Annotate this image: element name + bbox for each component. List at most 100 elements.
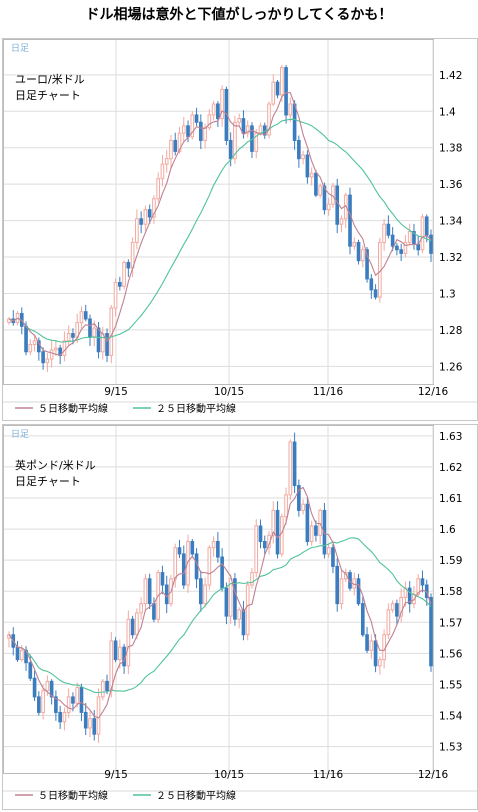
- candle-body: [331, 547, 335, 567]
- candle-body: [164, 158, 169, 165]
- candle-body: [275, 81, 280, 96]
- gbpusd-chart: 1.53 1.54 1.55 1.56 1.57 1.58 1.59 1.6 1.61 1.62 1…: [3, 425, 477, 802]
- candle-body: [62, 340, 67, 356]
- candle-body: [41, 690, 45, 713]
- y-tick-label: 1.55: [439, 679, 462, 691]
- candle-body: [37, 696, 41, 713]
- candle-body: [113, 282, 118, 309]
- candle-body: [271, 81, 276, 105]
- legend-label-ma25: ２５日移動平均線: [156, 402, 236, 415]
- candle-body: [220, 88, 224, 120]
- y-tick-label: 1.54: [439, 711, 463, 723]
- candle-body: [365, 249, 369, 280]
- candle-body: [301, 503, 305, 511]
- candle-body: [228, 578, 233, 617]
- candle-body: [19, 649, 24, 661]
- candle-body: [28, 343, 33, 353]
- candle-body: [177, 132, 182, 152]
- candle-body: [399, 249, 403, 254]
- candle-body: [118, 646, 122, 661]
- candle-body: [96, 696, 101, 735]
- candle-body: [373, 640, 378, 667]
- plot-area: [3, 39, 434, 385]
- eurusd-chart: 1.26 1.28 1.3 1.32 1.34 1.36 1.38 1.4 1.42 9/15 10…: [3, 39, 477, 415]
- candle-body: [297, 139, 301, 160]
- candle-body: [109, 307, 114, 356]
- candle-body: [152, 198, 156, 218]
- candle-body: [156, 178, 161, 200]
- x-tick-label: 12/16: [418, 769, 449, 781]
- headline: ドル相場は意外と下値がしっかりしてくるかも！: [85, 7, 393, 23]
- candle-body: [79, 311, 84, 324]
- candle-body: [122, 262, 126, 287]
- candle-body: [203, 127, 207, 141]
- x-tick-label: 11/16: [313, 386, 344, 398]
- candle-body: [292, 441, 297, 487]
- candle-body: [83, 311, 88, 320]
- legend-label-ma25: ２５日移動平均線: [156, 789, 236, 802]
- candle-body: [369, 640, 374, 651]
- candle-body: [198, 578, 203, 605]
- y-tick-label: 1.38: [439, 143, 462, 155]
- legend-label-ma5: ５日移動平均線: [38, 402, 108, 415]
- candle-body: [164, 584, 169, 605]
- y-tick-label: 1.6: [439, 524, 456, 536]
- candle-body: [105, 680, 109, 692]
- candle-body: [275, 509, 280, 555]
- gbpusd-chart-panel: 1.53 1.54 1.55 1.56 1.57 1.58 1.59 1.6 1.61 1.62 1…: [2, 424, 478, 810]
- ma25-line: [8, 537, 432, 694]
- candle-body: [152, 603, 156, 620]
- candle-body: [386, 609, 391, 636]
- candle-body: [160, 163, 165, 180]
- candle-body: [41, 351, 45, 364]
- candle-body: [250, 572, 254, 586]
- candle-body: [190, 114, 195, 138]
- y-tick-label: 1.32: [439, 252, 462, 264]
- candle-body: [66, 333, 71, 342]
- candle-body: [237, 118, 242, 123]
- candle-body: [395, 603, 399, 617]
- candle-body: [109, 640, 114, 692]
- candle-body: [429, 234, 433, 254]
- candle-body: [233, 121, 237, 160]
- y-tick-label: 1.63: [439, 431, 462, 443]
- chart-period-tag: 日足: [11, 43, 29, 54]
- candle-body: [118, 282, 122, 287]
- candle-body: [382, 634, 386, 661]
- candle-body: [24, 325, 28, 353]
- candle-body: [314, 525, 318, 536]
- candle-body: [194, 114, 199, 123]
- candle-body: [424, 216, 429, 236]
- candle-body: [58, 711, 62, 723]
- candle-body: [228, 139, 233, 160]
- candle-body: [245, 584, 250, 636]
- candle-body: [369, 278, 374, 291]
- candle-body: [75, 687, 80, 704]
- candle-body: [271, 509, 276, 536]
- candle-body: [186, 541, 190, 586]
- candle-body: [279, 67, 284, 96]
- candle-body: [399, 596, 403, 617]
- candle-body: [220, 556, 224, 589]
- candle-body: [407, 231, 412, 243]
- ma25-line: [8, 118, 432, 343]
- candle-body: [105, 333, 109, 356]
- candle-body: [237, 609, 242, 620]
- candle-body: [360, 249, 365, 262]
- candle-body: [169, 139, 173, 160]
- candle-body: [45, 358, 50, 364]
- candle-body: [373, 289, 378, 298]
- candle-body: [186, 125, 190, 138]
- candle-body: [407, 587, 412, 605]
- candle-body: [386, 223, 391, 236]
- candle-body: [49, 349, 54, 360]
- candle-body: [322, 185, 327, 211]
- candle-body: [301, 154, 305, 160]
- candle-body: [211, 103, 216, 116]
- candle-body: [416, 578, 421, 595]
- candle-body: [390, 234, 395, 247]
- candle-body: [66, 696, 71, 713]
- candle-body: [92, 718, 97, 735]
- candle-body: [241, 609, 246, 636]
- candle-body: [348, 194, 352, 247]
